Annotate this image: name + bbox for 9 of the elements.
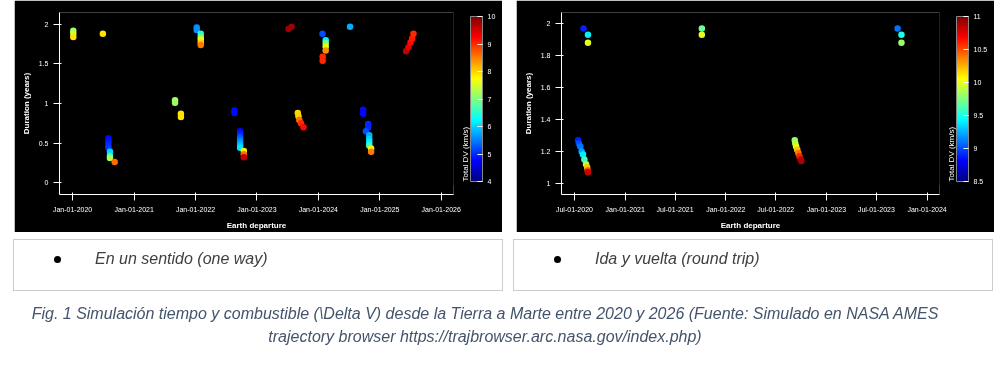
caption: Fig. 1 Simulación tiempo y combustible (\Delta V) desde la Tierra a Marte entre 2020 y 2026 (Fuente: Simulado en NASA AMES trajectory browser https://trajbrowser.arc.nasa.gov/index.php)	[31, 305, 939, 345]
y-axis-title: Duration (years)	[21, 72, 31, 135]
x-axis-title: Earth departure	[226, 220, 287, 230]
x-axis-title: Earth departure	[720, 220, 781, 230]
text: En un sentido (one way)	[95, 250, 268, 267]
text: Ida y vuelta (round trip)	[595, 250, 760, 267]
color-bar-title: Total DV (km/s)	[946, 126, 956, 182]
y-axis-title: Duration (years)	[523, 72, 533, 135]
color-bar-title: Total DV (km/s)	[460, 126, 470, 182]
